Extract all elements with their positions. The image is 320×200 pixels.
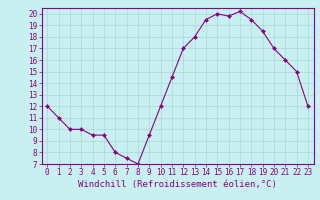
X-axis label: Windchill (Refroidissement éolien,°C): Windchill (Refroidissement éolien,°C)	[78, 180, 277, 189]
